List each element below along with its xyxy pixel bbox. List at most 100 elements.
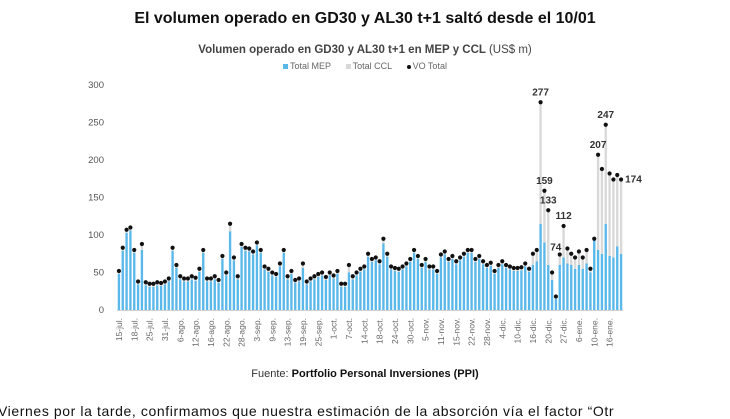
point-vo-total [342, 281, 348, 286]
x-tick-label: 12-ago. [191, 318, 201, 347]
point-vo-total [411, 247, 417, 253]
bar-mep [566, 263, 569, 310]
point-vo-total [381, 236, 386, 241]
bar-mep [355, 275, 358, 310]
point-vo-total [304, 279, 309, 284]
point-vo-total [254, 240, 260, 245]
data-label: 159 [536, 176, 553, 187]
bar-mep [547, 265, 550, 310]
bar-mep [255, 245, 259, 310]
x-tick-label: 10-dic. [513, 318, 523, 344]
point-vo-total [592, 236, 597, 241]
legend-label-total: VO Total [412, 61, 447, 71]
bar-ccl [562, 226, 565, 258]
y-tick-label: 0 [99, 305, 104, 316]
bar-mep [140, 250, 144, 310]
data-label: 74 [550, 243, 562, 254]
point-vo-total [569, 251, 574, 256]
x-tick-label: 1-oct. [329, 318, 339, 339]
x-tick-label: 28-ago. [237, 318, 247, 347]
point-vo-total [231, 255, 237, 260]
point-vo-total [323, 274, 329, 280]
x-tick-label: 10-ene. [589, 318, 599, 347]
bar-mep [232, 260, 236, 310]
bar-mep [520, 270, 523, 310]
bar-mep [259, 253, 262, 310]
point-vo-total [423, 256, 428, 262]
x-tick-label: 9-sep. [267, 318, 277, 342]
data-label: 207 [590, 140, 607, 151]
bar-ccl [228, 223, 232, 232]
point-vo-total [469, 247, 474, 253]
bar-ccl [535, 250, 538, 262]
bar-mep [596, 250, 600, 310]
bar-mep [366, 256, 370, 310]
bar-mep [554, 298, 558, 310]
bar-mep [343, 286, 347, 310]
bar-ccl [570, 253, 573, 265]
x-tick-label: 16-ene. [605, 318, 615, 347]
point-vo-total [599, 166, 605, 172]
point-vo-total [216, 277, 221, 283]
bar-mep [182, 281, 186, 310]
bar-ccl [577, 251, 581, 265]
bar-mep [171, 250, 174, 310]
bar-mep [240, 247, 243, 310]
bar-mep [581, 268, 584, 310]
point-vo-total [530, 251, 536, 256]
point-vo-total [185, 276, 191, 281]
point-vo-total [538, 100, 543, 105]
legend-item-total: VO Total [406, 61, 447, 71]
bar-mep [209, 281, 213, 310]
bar-mep [297, 281, 301, 310]
point-vo-total [158, 280, 164, 286]
bar-mep [386, 256, 389, 310]
chart-legend: Total MEP Total CCL VO Total [0, 61, 730, 71]
x-tick-label: 15-jul. [114, 318, 124, 341]
bar-mep [501, 264, 504, 310]
bar-ccl [301, 263, 305, 268]
bar-mep [497, 268, 500, 310]
chart-source: Fuente: Portfolio Personal Inversiones (… [0, 368, 730, 380]
point-vo-total [534, 247, 539, 253]
point-vo-total [515, 265, 520, 271]
point-vo-total [147, 281, 152, 286]
point-vo-total [511, 265, 516, 271]
bar-mep [374, 260, 377, 310]
point-vo-total [143, 280, 148, 285]
point-vo-total [519, 265, 524, 270]
bar-mep [313, 279, 316, 310]
bar-mep [301, 268, 305, 310]
point-vo-total [327, 270, 332, 275]
point-vo-total [296, 276, 302, 281]
bar-mep [136, 284, 140, 310]
bar-mep [531, 265, 535, 310]
point-vo-total [212, 274, 217, 279]
bar-ccl [558, 254, 561, 265]
bar-mep [573, 268, 577, 310]
bar-mep [129, 230, 132, 310]
point-vo-total [277, 261, 283, 266]
legend-label-mep: Total MEP [290, 61, 332, 71]
chart-title-text: Volumen operado en GD30 y AL30 t+1 en ME… [198, 44, 486, 56]
x-tick-label: 22-nov. [467, 318, 477, 346]
point-vo-total [162, 279, 168, 284]
bar-mep [198, 271, 201, 310]
article-paragraph: Viernes por la tarde, confirmamos que nu… [0, 403, 615, 419]
point-vo-total [523, 261, 528, 266]
bar-mep [401, 269, 404, 310]
point-vo-total [312, 274, 317, 279]
bar-mep [451, 259, 454, 310]
point-vo-total [580, 255, 585, 260]
bar-mep [593, 238, 596, 310]
x-tick-label: 6-ene. [574, 318, 584, 342]
point-vo-total [546, 208, 551, 213]
point-vo-total [139, 241, 145, 247]
point-vo-total [339, 281, 344, 286]
bar-mep [527, 271, 531, 310]
legend-swatch-mep [283, 64, 289, 70]
legend-marker-total [406, 64, 411, 69]
bar-mep [516, 271, 519, 310]
point-vo-total [273, 271, 279, 277]
